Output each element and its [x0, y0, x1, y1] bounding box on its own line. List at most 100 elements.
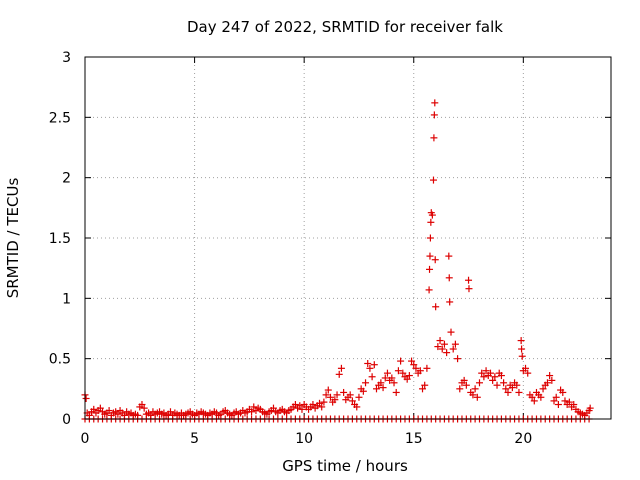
data-point [445, 274, 453, 282]
data-point [416, 367, 424, 375]
data-point [586, 404, 594, 412]
data-point [388, 374, 396, 382]
data-point [530, 397, 538, 405]
data-point [337, 364, 345, 372]
x-tick-label: 10 [295, 431, 313, 447]
data-point [515, 388, 523, 396]
data-point [298, 405, 306, 413]
data-point [85, 411, 93, 419]
data-point [456, 385, 464, 393]
data-point [120, 411, 128, 419]
y-tick-label: 2.5 [49, 110, 71, 126]
y-axis-label: SRMTID / TECUs [4, 178, 22, 299]
x-axis-label: GPS time / hours [282, 457, 408, 475]
data-point [248, 408, 256, 416]
y-tick-label: 1 [62, 291, 71, 307]
data-point [364, 359, 372, 367]
data-point [348, 397, 356, 405]
data-point [410, 361, 418, 369]
data-point [546, 372, 554, 380]
data-point [430, 111, 438, 119]
data-point [318, 403, 326, 411]
data-point [543, 379, 551, 387]
data-point [397, 357, 405, 365]
data-point [447, 328, 455, 336]
data-point [335, 370, 343, 378]
data-point [340, 388, 348, 396]
data-point [517, 337, 525, 345]
data-point [419, 385, 427, 393]
data-point [355, 393, 363, 401]
data-point [96, 404, 104, 412]
data-point [550, 397, 558, 405]
data-point [539, 385, 547, 393]
data-point [513, 381, 521, 389]
data-point [552, 393, 560, 401]
data-point [383, 369, 391, 377]
data-point [480, 373, 488, 381]
data-point [493, 381, 501, 389]
data-point [316, 399, 324, 407]
data-point [331, 396, 339, 404]
data-point [324, 386, 332, 394]
data-point [269, 404, 277, 412]
data-point [451, 340, 459, 348]
data-point [379, 384, 387, 392]
data-point [445, 252, 453, 260]
data-point [430, 134, 438, 142]
data-point [320, 398, 328, 406]
data-point [426, 252, 434, 260]
data-point [518, 352, 526, 360]
data-point [322, 391, 330, 399]
data-point [440, 340, 448, 348]
data-point [443, 349, 451, 357]
y-tick-label: 1.5 [49, 231, 71, 247]
data-point [504, 388, 512, 396]
x-tick-label: 20 [514, 431, 532, 447]
data-point [326, 393, 334, 401]
data-point [471, 385, 479, 393]
data-point [454, 355, 462, 363]
data-point [449, 345, 457, 353]
x-tick-label: 0 [81, 431, 90, 447]
data-point [370, 361, 378, 369]
data-point [502, 385, 510, 393]
data-point [392, 388, 400, 396]
data-point [114, 410, 122, 418]
data-point [425, 286, 433, 294]
data-point [478, 369, 486, 377]
data-point [438, 345, 446, 353]
data-point [359, 387, 367, 395]
data-point [518, 345, 526, 353]
data-point [366, 364, 374, 372]
data-point [140, 404, 148, 412]
data-point [427, 218, 435, 226]
data-point [522, 364, 530, 372]
data-point [500, 379, 508, 387]
data-point [353, 403, 361, 411]
data-point [446, 298, 454, 306]
data-point [554, 401, 562, 409]
data-point [421, 381, 429, 389]
data-point [377, 379, 385, 387]
data-point [105, 407, 113, 415]
data-point [250, 403, 258, 411]
data-point [465, 285, 473, 293]
data-point [559, 388, 567, 396]
data-point [476, 379, 483, 387]
data-point [147, 411, 155, 419]
data-point [489, 376, 497, 384]
data-point [408, 357, 416, 365]
data-point [394, 367, 402, 375]
y-tick-label: 2 [62, 171, 71, 187]
data-point [429, 176, 437, 184]
data-point [570, 401, 578, 409]
data-point [565, 398, 573, 406]
chart-title: Day 247 of 2022, SRMTID for receiver fal… [187, 18, 503, 36]
data-point [82, 394, 90, 402]
data-point [497, 372, 505, 380]
data-point [296, 402, 304, 410]
data-point [482, 367, 490, 375]
data-point [90, 405, 98, 413]
